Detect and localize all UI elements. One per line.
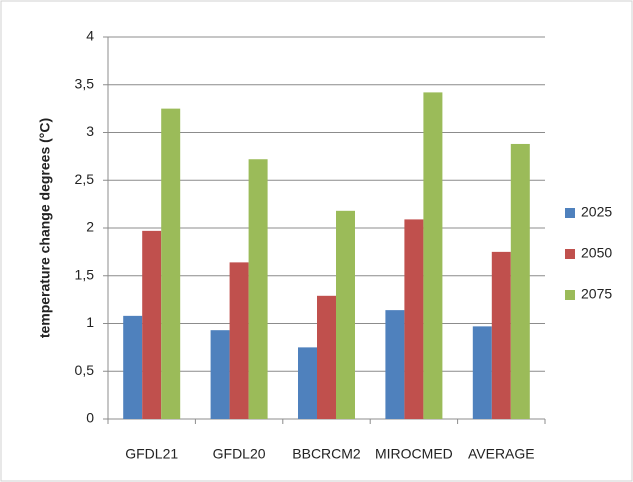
y-tick-label: 1 bbox=[86, 314, 94, 330]
bar bbox=[229, 262, 249, 419]
x-tick-label: GFDL20 bbox=[213, 446, 266, 462]
y-tick-label: 0 bbox=[86, 410, 94, 426]
bar bbox=[142, 230, 162, 419]
legend-label: 2050 bbox=[581, 245, 612, 261]
y-tick-label: 4 bbox=[86, 28, 94, 44]
bar bbox=[423, 92, 443, 419]
bar bbox=[123, 315, 143, 419]
x-tick-label: AVERAGE bbox=[468, 446, 535, 462]
bar bbox=[472, 326, 492, 419]
legend-label: 2075 bbox=[581, 286, 612, 302]
bar bbox=[491, 251, 511, 419]
legend-swatch bbox=[565, 208, 575, 218]
bar bbox=[161, 108, 181, 419]
y-tick-label: 2 bbox=[86, 219, 94, 235]
bar bbox=[248, 159, 268, 420]
x-tick-label: GFDL21 bbox=[125, 446, 178, 462]
bar bbox=[210, 330, 230, 419]
y-tick-label: 2,5 bbox=[75, 171, 95, 187]
x-tick-label: BBCRCM2 bbox=[292, 446, 361, 462]
x-tick-label: MIROCMED bbox=[375, 446, 453, 462]
y-tick-label: 0,5 bbox=[75, 362, 95, 378]
y-tick-label: 1,5 bbox=[75, 266, 95, 282]
y-tick-label: 3 bbox=[86, 123, 94, 139]
bar bbox=[336, 210, 355, 419]
bar bbox=[317, 295, 336, 419]
y-tick-label: 3,5 bbox=[75, 75, 95, 91]
legend-swatch bbox=[565, 290, 575, 300]
legend-swatch bbox=[565, 249, 575, 259]
bar bbox=[298, 347, 317, 419]
y-axis-title: temperature change degrees (°C) bbox=[37, 118, 53, 338]
bar bbox=[404, 219, 424, 419]
bar bbox=[385, 310, 405, 419]
legend-label: 2025 bbox=[581, 204, 612, 220]
bar bbox=[510, 143, 530, 419]
